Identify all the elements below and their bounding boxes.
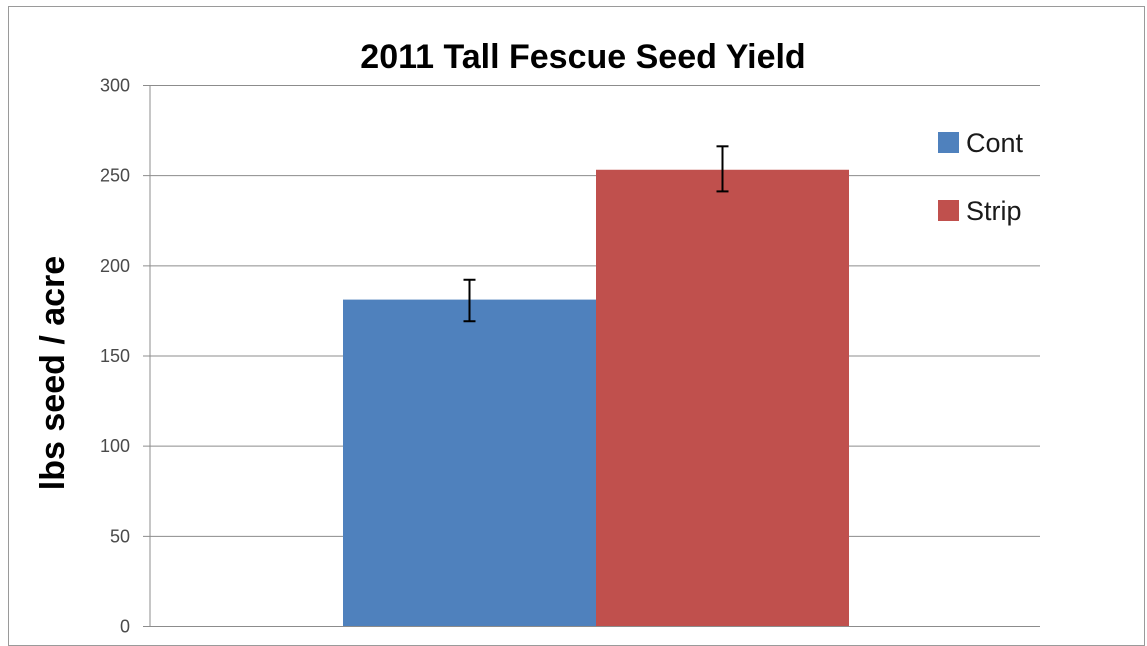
error-bars — [463, 145, 729, 323]
y-tick-label: 150 — [100, 346, 130, 366]
legend: Cont Strip — [938, 128, 1024, 226]
y-tick-label: 100 — [100, 436, 130, 456]
chart-title: 2011 Tall Fescue Seed Yield — [360, 38, 805, 76]
error-bar-strip — [716, 145, 729, 193]
y-tick-label: 300 — [100, 76, 130, 96]
y-axis-ticks: 0 50 100 150 200 250 300 — [100, 76, 130, 637]
legend-swatch-strip — [938, 200, 959, 221]
legend-label-cont: Cont — [966, 128, 1024, 158]
y-axis-label: lbs seed / acre — [34, 256, 72, 490]
y-tick-label: 200 — [100, 256, 130, 276]
bars — [343, 169, 849, 627]
legend-swatch-cont — [938, 132, 959, 153]
error-bar-cont — [463, 278, 476, 323]
y-tick-label: 0 — [120, 617, 130, 637]
legend-label-strip: Strip — [966, 196, 1022, 226]
y-tick-label: 250 — [100, 166, 130, 186]
bar-strip — [596, 169, 849, 627]
y-tick-label: 50 — [110, 526, 130, 546]
bar-cont — [343, 299, 596, 626]
